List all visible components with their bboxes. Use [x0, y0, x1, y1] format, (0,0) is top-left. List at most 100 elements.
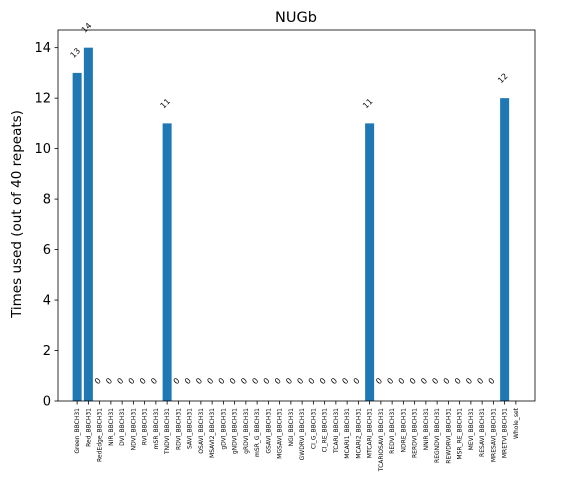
x-tick-label-7: mSR_BBCH31	[153, 408, 160, 449]
x-tick-label-34: MSR_RE_BBCH31	[457, 408, 464, 460]
x-tick-label-18: MGSAVI_BBCH31	[277, 408, 284, 459]
x-tick-label-39: Whole_set	[513, 407, 520, 439]
data-label-32: 0	[430, 376, 440, 386]
x-tick-label-9: RDVI_BBCH31	[175, 408, 182, 450]
y-tick-label-3: 6	[43, 243, 51, 258]
data-label-35: 0	[464, 376, 474, 386]
data-label-3: 0	[104, 376, 114, 386]
x-tick-label-21: CI_G_BBCH31	[310, 408, 317, 449]
x-tick-label-19: NGI_BBCH31	[288, 408, 295, 447]
y-tick-label-5: 10	[34, 142, 51, 157]
bar-8	[162, 123, 172, 401]
data-label-7: 0	[149, 376, 159, 386]
bar-0	[72, 72, 82, 402]
data-label-14: 0	[228, 376, 238, 386]
data-label-29: 0	[397, 376, 407, 386]
data-label-12: 0	[205, 376, 215, 386]
x-tick-label-23: TCARI_BBCH31	[333, 408, 340, 454]
bar-26	[365, 123, 375, 401]
x-tick-label-26: MTCARI_BBCH31	[367, 408, 374, 458]
x-tick-label-3: NIR_BBCH31	[108, 408, 115, 446]
x-tick-label-32: REGNDVI_BBCH31	[434, 408, 441, 463]
x-tick-label-25: MCARI2_BBCH31	[355, 408, 362, 459]
x-tick-label-14: gNDVI_BBCH31	[232, 408, 239, 454]
y-tick-label-2: 4	[43, 294, 51, 309]
data-label-23: 0	[329, 376, 339, 386]
data-label-11: 0	[194, 376, 204, 386]
x-tick-label-10: SAVI_BBCH31	[187, 408, 194, 449]
x-tick-label-20: GWDRVI_BBCH31	[299, 408, 306, 461]
x-tick-label-28: REDVI_BBCH31	[389, 408, 396, 454]
x-tick-label-30: RERDVI_BBCH31	[412, 408, 419, 458]
data-label-10: 0	[183, 376, 193, 386]
x-tick-label-37: MRESAVI_BBCH31	[490, 408, 497, 462]
data-label-26: 11	[361, 97, 375, 111]
x-tick-label-2: RedEdge_BBCH31	[97, 408, 104, 462]
x-tick-label-6: RVI_BBCH31	[142, 408, 149, 445]
x-tick-label-35: MEVI_BBCH31	[468, 408, 475, 450]
x-tick-label-16: mSR_G_BBCH31	[254, 408, 261, 457]
x-tick-label-8: TNDVI_BBCH31	[164, 408, 171, 455]
chart-title: NUGb	[275, 10, 317, 26]
data-label-37: 0	[487, 376, 497, 386]
bars-group	[72, 47, 510, 402]
data-label-38: 12	[496, 72, 510, 86]
y-tick-label-0: 0	[43, 395, 51, 410]
x-tick-label-24: MCARI1_BBCH31	[344, 408, 351, 459]
data-label-21: 0	[307, 376, 317, 386]
data-label-2: 0	[93, 376, 103, 386]
bar-38	[500, 98, 510, 402]
x-tick-label-22: CI_RE_BBCH31	[322, 408, 329, 453]
data-label-9: 0	[172, 376, 182, 386]
y-tick-label-7: 14	[34, 41, 51, 56]
data-label-30: 0	[408, 376, 418, 386]
data-label-22: 0	[318, 376, 328, 386]
plot-frame	[57, 29, 536, 402]
data-label-5: 0	[127, 376, 137, 386]
x-tick-label-33: REWDRVI_BBCH31	[445, 408, 452, 464]
x-axis: Green_BBCH31 Red_BBCH31 RedEdge_BBCH31 NIR_…	[74, 401, 520, 472]
data-label-20: 0	[295, 376, 305, 386]
x-tick-label-5: NDVI_BBCH31	[130, 408, 137, 451]
x-tick-label-0: Green_BBCH31	[74, 408, 81, 454]
data-label-31: 0	[419, 376, 429, 386]
x-tick-label-31: NNIR_BBCH31	[423, 408, 430, 451]
data-label-34: 0	[453, 376, 463, 386]
y-tick-label-4: 8	[43, 193, 51, 208]
y-axis-label: Times used (out of 40 repeats)	[9, 110, 25, 319]
data-label-18: 0	[273, 376, 283, 386]
x-tick-label-27: TCARIOSAVI_BBCH31	[378, 408, 385, 472]
data-label-4: 0	[115, 376, 125, 386]
data-label-28: 0	[385, 376, 395, 386]
x-tick-label-12: MSAVI2_BBCH31	[209, 408, 216, 458]
data-label-19: 0	[284, 376, 294, 386]
data-label-33: 0	[442, 376, 452, 386]
data-label-13: 0	[217, 376, 227, 386]
data-label-24: 0	[340, 376, 350, 386]
data-label-1: 14	[80, 21, 94, 35]
data-label-16: 0	[250, 376, 260, 386]
data-label-0: 13	[69, 46, 83, 60]
y-axis: 0 2 4 6 8 10 12 14	[34, 41, 58, 410]
data-label-27: 0	[374, 376, 384, 386]
data-label-25: 0	[352, 376, 362, 386]
x-tick-label-15: gRDVI_BBCH31	[243, 408, 250, 454]
data-label-8: 11	[159, 97, 173, 111]
bar-1	[83, 47, 93, 402]
data-label-36: 0	[475, 376, 485, 386]
x-tick-label-13: gDVI_BBCH31	[220, 408, 227, 450]
y-tick-label-1: 2	[43, 344, 51, 359]
data-label-15: 0	[239, 376, 249, 386]
x-tick-label-29: NDRE_BBCH31	[400, 408, 407, 453]
y-tick-label-6: 12	[34, 92, 51, 107]
x-tick-label-38: MRETVI_BBCH31	[502, 408, 509, 458]
data-label-17: 0	[262, 376, 272, 386]
x-tick-label-17: GSAVI_BBCH31	[265, 408, 272, 454]
data-label-6: 0	[138, 376, 148, 386]
x-tick-label-36: RESAVI_BBCH31	[479, 408, 486, 457]
x-tick-label-4: DVI_BBCH31	[119, 408, 126, 446]
x-tick-label-11: OSAVI_BBCH31	[198, 408, 205, 454]
x-tick-label-1: Red_BBCH31	[85, 408, 92, 447]
